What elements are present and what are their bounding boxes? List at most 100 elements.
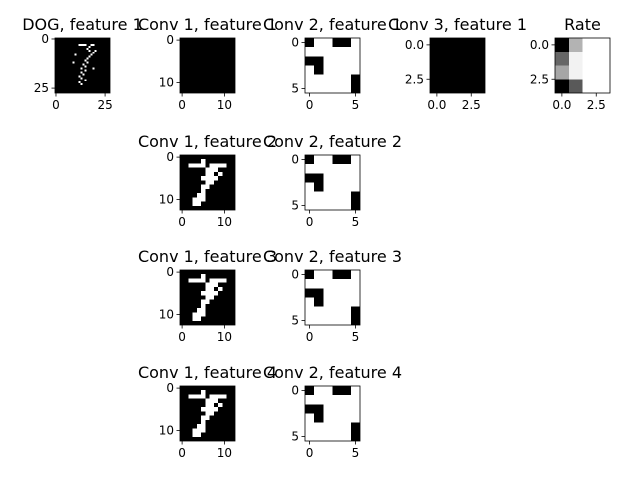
heatmap-cell — [201, 390, 206, 395]
heatmap-cell — [332, 306, 342, 316]
heatmap-cell — [184, 50, 189, 56]
heatmap-cell — [222, 167, 227, 173]
heatmap-cell — [350, 297, 361, 307]
heatmap-cell — [70, 63, 73, 66]
heatmap-cell — [180, 42, 185, 47]
heatmap-cell — [230, 176, 236, 181]
heatmap-cell — [184, 286, 189, 292]
heatmap-cell — [205, 63, 210, 68]
heatmap-cell — [68, 45, 71, 48]
heatmap-cell — [205, 428, 210, 433]
heatmap-cell — [184, 46, 189, 51]
conv-1-feature-4-cells — [180, 386, 236, 442]
heatmap-cell — [55, 63, 58, 66]
heatmap-cell — [230, 184, 236, 189]
heatmap-cell — [62, 38, 65, 41]
conv-3-feature-1-cells — [430, 38, 486, 94]
heatmap-cell — [102, 73, 105, 76]
heatmap-cell — [226, 155, 231, 160]
heatmap-cell — [222, 394, 227, 399]
conv-1-feature-3-frame — [179, 269, 236, 326]
heatmap-cell — [108, 83, 111, 86]
heatmap-cell — [76, 61, 79, 64]
heatmap-cell — [94, 89, 97, 92]
heatmap-cell — [80, 57, 83, 60]
heatmap-cell — [102, 59, 105, 62]
heatmap-cell — [226, 159, 231, 164]
heatmap-cell — [88, 41, 91, 45]
heatmap-cell — [222, 402, 227, 408]
heatmap-cell — [78, 63, 81, 66]
heatmap-cell — [94, 85, 97, 88]
heatmap-cell — [201, 38, 206, 43]
heatmap-cell — [226, 197, 231, 202]
heatmap-cell — [100, 61, 103, 64]
heatmap-cell — [209, 424, 214, 429]
heatmap-cell — [209, 71, 214, 77]
heatmap-cell — [230, 46, 236, 51]
heatmap-cell — [188, 67, 193, 72]
heatmap-cell — [88, 65, 91, 68]
heatmap-cell — [72, 57, 75, 60]
heatmap-cell — [188, 59, 193, 64]
x-tick-label: 5 — [352, 330, 360, 344]
heatmap-cell — [209, 308, 214, 313]
heatmap-cell — [332, 47, 342, 57]
heatmap-cell — [218, 286, 223, 292]
heatmap-cell — [62, 51, 65, 54]
heatmap-cell — [92, 39, 95, 43]
heatmap-cell — [230, 63, 236, 68]
heatmap-cell — [213, 295, 219, 300]
heatmap-cell — [188, 84, 193, 89]
heatmap-cell — [213, 205, 219, 211]
heatmap-cell — [188, 50, 193, 56]
heatmap-cell — [184, 415, 189, 420]
heatmap-cell — [94, 45, 97, 48]
heatmap-cell — [443, 65, 458, 80]
heatmap-cell — [70, 41, 73, 45]
heatmap-cell — [188, 193, 193, 198]
heatmap-cell — [222, 46, 227, 51]
heatmap-cell — [188, 419, 193, 425]
heatmap-cell — [106, 65, 109, 68]
heatmap-cell — [66, 65, 69, 68]
heatmap-cell — [230, 76, 236, 81]
heatmap-cell — [350, 270, 361, 280]
heatmap-cell — [76, 89, 79, 92]
heatmap-cell — [196, 71, 202, 77]
heatmap-cell — [180, 424, 185, 429]
heatmap-cell — [218, 38, 223, 43]
heatmap-cell — [64, 67, 67, 70]
heatmap-cell — [184, 316, 189, 321]
heatmap-cell — [218, 171, 223, 177]
heatmap-cell — [184, 308, 189, 313]
heatmap-cell — [192, 308, 198, 313]
heatmap-cell — [84, 89, 87, 92]
heatmap-cell — [192, 205, 198, 211]
heatmap-cell — [350, 47, 361, 57]
heatmap-cell — [188, 188, 193, 194]
heatmap-cell — [180, 176, 185, 181]
heatmap-cell — [104, 77, 107, 80]
heatmap-cell — [213, 167, 219, 173]
heatmap-cell — [98, 61, 101, 64]
heatmap-cell — [332, 413, 342, 423]
heatmap-cell — [82, 83, 85, 86]
heatmap-cell — [230, 163, 236, 168]
heatmap-cell — [201, 84, 206, 89]
heatmap-cell — [96, 41, 99, 45]
heatmap-cell — [196, 167, 202, 173]
heatmap-cell — [92, 87, 95, 90]
heatmap-cell — [180, 205, 185, 211]
heatmap-cell — [68, 75, 71, 78]
heatmap-cell — [80, 45, 83, 48]
heatmap-cell — [78, 77, 81, 80]
heatmap-cell — [209, 278, 214, 283]
heatmap-cell — [72, 55, 75, 58]
heatmap-cell — [180, 188, 185, 194]
heatmap-cell — [106, 67, 109, 70]
x-tick-label: 10 — [217, 446, 232, 460]
heatmap-cell — [226, 407, 231, 412]
